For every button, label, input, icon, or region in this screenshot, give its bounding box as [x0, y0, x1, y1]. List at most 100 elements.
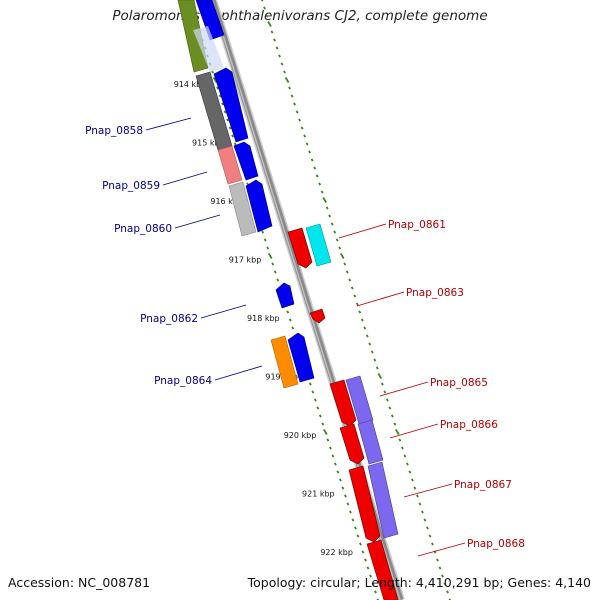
- label-Pnap_0865[interactable]: Pnap_0865: [430, 377, 488, 389]
- tick-dot-inner: [343, 494, 347, 498]
- tick-dot-outer: [368, 342, 372, 346]
- tick-dot-outer: [295, 110, 299, 114]
- tick-dot-outer: [448, 598, 452, 600]
- cog-box-top-1: [177, 0, 209, 73]
- label-Pnap_0859[interactable]: Pnap_0859: [102, 180, 160, 192]
- tick-dot-outer: [283, 70, 286, 74]
- label-Pnap_0862[interactable]: Pnap_0862: [140, 313, 198, 325]
- leader-Pnap_0863: [356, 291, 405, 307]
- tick-dot-outer: [385, 398, 389, 402]
- tick-dot-inner: [228, 126, 232, 130]
- tick-label: 921 kbp: [302, 490, 335, 499]
- tick-dot-inner: [308, 382, 312, 386]
- tick-dot-outer: [398, 438, 402, 442]
- tick-dot-inner: [326, 438, 330, 442]
- gene-arrow-Pnap_0868[interactable]: [366, 539, 399, 600]
- leader-Pnap_0865: [379, 381, 429, 397]
- tick-dot-outer: [431, 542, 434, 546]
- gene-box-Pnap_0867[interactable]: [367, 461, 399, 539]
- tick-dot-inner: [323, 429, 328, 435]
- tick-dot-inner: [321, 422, 325, 426]
- tick-dot-outer: [370, 350, 374, 354]
- tick-dot-outer: [330, 222, 334, 226]
- tick-dot-outer: [310, 158, 314, 162]
- gene-arrow-Pnap_0865[interactable]: [329, 379, 357, 427]
- tick-dot-outer: [343, 262, 347, 266]
- tick-dot-outer: [363, 326, 367, 330]
- tick-dot-outer: [423, 518, 427, 522]
- tick-dot-inner: [369, 574, 372, 578]
- gene-arrow-Pnap_0864[interactable]: [287, 332, 315, 383]
- tick-dot-inner: [218, 94, 222, 98]
- tick-dot-outer: [355, 302, 359, 306]
- tick-dot-inner: [271, 262, 275, 266]
- gene-arrow-top-1[interactable]: [195, 0, 225, 41]
- label-Pnap_0863[interactable]: Pnap_0863: [406, 287, 464, 299]
- tick-dot-outer: [408, 470, 412, 474]
- leader-Pnap_0861: [338, 223, 387, 239]
- tick-dot-outer: [383, 390, 387, 394]
- gene-box-Pnap_0866[interactable]: [357, 419, 384, 465]
- tick-dot-inner: [212, 77, 218, 83]
- tick-dot-inner: [221, 102, 225, 106]
- gene-arrow-Pnap_0866[interactable]: [339, 423, 365, 465]
- tick-dot-outer: [375, 366, 379, 370]
- tick-dot-inner: [364, 558, 367, 562]
- tick-dot-outer: [415, 494, 419, 498]
- leader-Pnap_0867: [403, 483, 453, 498]
- tick-dot-outer: [298, 118, 302, 122]
- tick-label: 915 kbp: [192, 139, 225, 148]
- tick-dot-outer: [438, 566, 442, 570]
- gene-box-Pnap_0859[interactable]: [217, 145, 243, 185]
- tick-dot-outer: [270, 30, 274, 34]
- tick-dot-outer: [305, 142, 309, 146]
- accession-text: Accession: NC_008781: [8, 575, 151, 590]
- tick-dot-inner: [331, 454, 335, 458]
- label-Pnap_0867[interactable]: Pnap_0867: [454, 479, 512, 491]
- gene-box-Pnap_0861[interactable]: [305, 223, 332, 267]
- tick-dot-inner: [286, 310, 290, 314]
- genome-summary-text: Topology: circular; Length: 4,410,291 bp…: [247, 575, 591, 590]
- gene-arrow-Pnap_0859[interactable]: [233, 141, 259, 181]
- tick-dot-inner: [316, 406, 320, 410]
- tick-dot-outer: [265, 14, 269, 18]
- gene-arrow-Pnap_0867[interactable]: [348, 465, 381, 543]
- tick-dot-outer: [441, 574, 444, 578]
- gene-arrow-Pnap_0861[interactable]: [287, 227, 313, 269]
- label-Pnap_0858[interactable]: Pnap_0858: [85, 125, 143, 137]
- leader-Pnap_0866: [389, 423, 439, 439]
- tick-dot-outer: [260, 0, 264, 2]
- tick-dot-outer: [353, 294, 357, 298]
- tick-dot-inner: [216, 86, 220, 90]
- tick-dot-outer: [313, 166, 317, 170]
- tick-dot-inner: [346, 502, 350, 506]
- gene-box-Pnap_0860[interactable]: [228, 181, 257, 237]
- tick-dot-inner: [333, 462, 337, 466]
- gene-arrow-Pnap_0863[interactable]: [309, 308, 326, 324]
- tick-dot-outer: [315, 174, 319, 178]
- tick-dot-outer: [288, 86, 292, 90]
- label-Pnap_0861[interactable]: Pnap_0861: [388, 219, 446, 231]
- label-Pnap_0868[interactable]: Pnap_0868: [467, 538, 525, 550]
- tick-dot-inner: [311, 390, 315, 394]
- label-Pnap_0866[interactable]: Pnap_0866: [440, 419, 498, 431]
- tick-dot-inner: [341, 486, 345, 490]
- gene-box-Pnap_0864[interactable]: [270, 335, 299, 389]
- leader-Pnap_0868: [417, 542, 466, 557]
- gene-arrow-Pnap_0858[interactable]: [213, 67, 249, 143]
- tick-label: 916 kbp: [210, 197, 243, 206]
- label-Pnap_0864[interactable]: Pnap_0864: [154, 375, 212, 387]
- tick-dot-inner: [231, 134, 235, 138]
- tick-dot-inner: [361, 550, 365, 554]
- tick-dot-outer: [308, 150, 312, 154]
- tick-dot-inner: [351, 518, 355, 522]
- tick-dot-inner: [374, 590, 377, 594]
- tick-dot-outer: [328, 214, 332, 218]
- tick-dot-outer: [263, 6, 266, 10]
- tick-dot-inner: [359, 542, 362, 546]
- tick-dot-outer: [393, 422, 397, 426]
- gene-arrow-Pnap_0860[interactable]: [245, 179, 273, 233]
- label-Pnap_0860[interactable]: Pnap_0860: [114, 223, 172, 235]
- gene-box-Pnap_0865[interactable]: [345, 375, 374, 425]
- gene-arrow-Pnap_0862[interactable]: [275, 282, 295, 309]
